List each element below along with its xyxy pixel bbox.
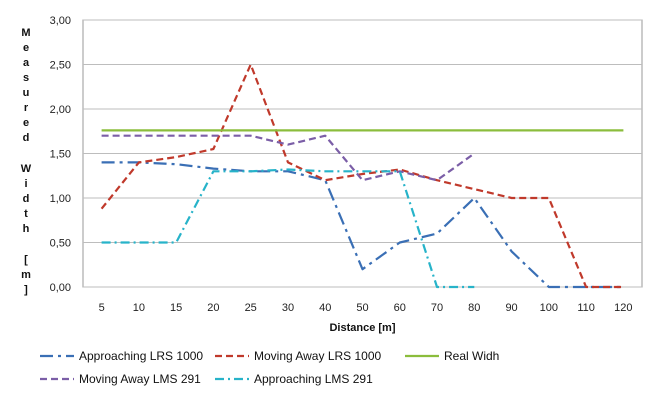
legend-label-4: Moving Away LMS 291 [79, 372, 201, 386]
y-tick-label: 1,00 [50, 193, 71, 205]
x-tick-label: 60 [394, 302, 406, 314]
x-tick-label: 80 [468, 302, 480, 314]
x-tick-label: 20 [207, 302, 219, 314]
y-tick-label: 1,50 [50, 149, 71, 161]
x-tick-label: 10 [133, 302, 145, 314]
y-tick-label: 2,50 [50, 60, 71, 72]
legend-label-1: Approaching LRS 1000 [79, 349, 203, 363]
y-tick-label: 0,50 [50, 238, 71, 250]
series-line-2 [100, 63, 624, 289]
x-tick-label: 25 [245, 302, 257, 314]
x-tick-label: 30 [282, 302, 294, 314]
legend-label-2: Moving Away LRS 1000 [254, 349, 382, 363]
series-line-4 [101, 134, 475, 182]
x-axis-label: Distance [m] [329, 322, 395, 334]
series-line-5 [101, 168, 475, 289]
x-tick-label: 70 [431, 302, 443, 314]
x-tick-label: 120 [614, 302, 632, 314]
x-tick-label: 110 [577, 302, 595, 314]
y-tick-label: 3,00 [50, 15, 71, 27]
x-tick-label: 15 [170, 302, 182, 314]
x-tick-label: 50 [356, 302, 368, 314]
x-tick-label: 40 [319, 302, 331, 314]
x-tick-label: 90 [505, 302, 517, 314]
y-tick-label: 0,00 [50, 282, 71, 294]
x-tick-label: 5 [99, 302, 105, 314]
legend-label-3: Real Widh [444, 349, 499, 363]
x-tick-label: 100 [540, 302, 558, 314]
legend-label-5: Approaching LMS 291 [254, 372, 373, 386]
y-tick-label: 2,00 [50, 104, 71, 116]
series-line-1 [101, 161, 624, 289]
